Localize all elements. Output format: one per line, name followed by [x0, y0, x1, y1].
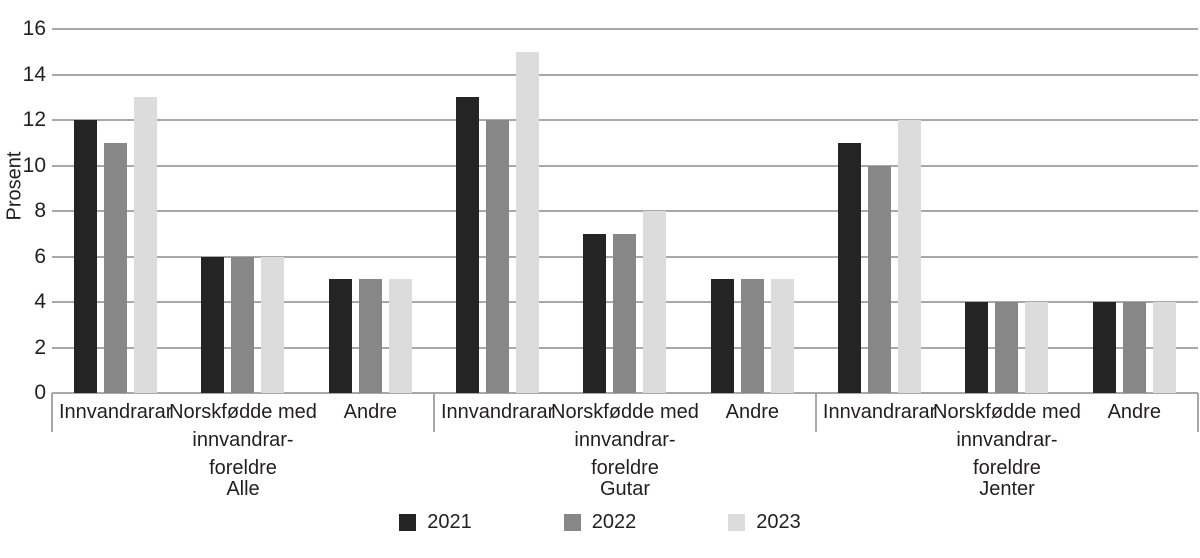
bar-2023	[261, 256, 285, 393]
category-cell: Andre	[689, 398, 816, 488]
bar-cluster	[816, 29, 943, 393]
category-cell: Innvandrarar	[52, 398, 179, 488]
category-label: Norskfødde med innvandrar-foreldre	[169, 401, 317, 479]
bar-2023	[1025, 302, 1049, 393]
group-labels-row: Alle Gutar Jenter	[52, 478, 1198, 501]
bar-2023	[1152, 302, 1176, 393]
gridline	[52, 119, 1198, 121]
group-divider	[433, 393, 435, 432]
legend-swatch-2021	[399, 513, 417, 531]
legend-swatch-2022	[563, 513, 581, 531]
bar-cluster	[1071, 29, 1198, 393]
group-label: Gutar	[599, 478, 651, 500]
category-labels-row: Innvandrarar Norskfødde med innvandrar-fo…	[52, 398, 1198, 488]
bar-cluster	[434, 29, 561, 393]
bar-cluster	[943, 29, 1070, 393]
category-label: Norskfødde med innvandrar-foreldre	[551, 401, 699, 479]
category-label: Andre	[725, 401, 779, 423]
category-label: Norskfødde med innvandrar-foreldre	[933, 401, 1081, 479]
bar-2023	[898, 120, 922, 393]
category-cell: Norskfødde med innvandrar-foreldre	[169, 398, 317, 488]
group-label: Alle	[226, 478, 260, 500]
legend-swatch-2023	[728, 513, 746, 531]
y-axis-tick-label: 12	[22, 108, 46, 132]
category-label: Andre	[343, 401, 397, 423]
group-label: Jenter	[979, 478, 1035, 500]
bar-cluster	[561, 29, 688, 393]
gridline	[52, 164, 1198, 167]
category-cell: Innvandrarar	[434, 398, 561, 488]
bar-2022	[358, 279, 382, 393]
y-axis-tick-label: 2	[34, 335, 46, 359]
y-axis-tick-label: 4	[34, 290, 46, 314]
bar-2022	[613, 233, 637, 393]
bar-2023	[134, 97, 158, 393]
bar-2022	[104, 142, 128, 393]
bar-cluster	[307, 29, 434, 393]
bar-2022	[1122, 302, 1146, 393]
category-label: Andre	[1107, 401, 1161, 423]
bar-2021	[328, 279, 352, 393]
bar-cluster	[689, 29, 816, 393]
bar-2021	[838, 142, 862, 393]
legend-item-2022: 2022	[563, 511, 637, 533]
category-cell: Norskfødde med innvandrar-foreldre	[551, 398, 699, 488]
legend-label: 2021	[427, 511, 472, 533]
legend-label: 2022	[591, 511, 637, 533]
bar-2023	[388, 279, 412, 393]
bar-cluster	[179, 29, 306, 393]
gridline	[52, 28, 1198, 30]
bar-2021	[965, 302, 989, 393]
group-divider	[51, 393, 53, 432]
bar-2023	[516, 51, 540, 393]
group-divider	[815, 393, 817, 432]
category-cell: Andre	[307, 398, 434, 488]
category-label: Innvandrarar	[440, 401, 555, 423]
gridline	[52, 73, 1198, 76]
legend-label: 2023	[756, 511, 801, 533]
bar-2021	[201, 256, 225, 393]
gridline	[52, 392, 1198, 394]
category-cell: Norskfødde med innvandrar-foreldre	[933, 398, 1081, 488]
bar-2022	[868, 165, 892, 393]
category-cell: Andre	[1071, 398, 1198, 488]
bar-2021	[1092, 302, 1116, 393]
category-label: Innvandrarar	[58, 401, 173, 423]
category-label: Innvandrarar	[822, 401, 937, 423]
bar-2021	[710, 279, 734, 393]
gridline	[52, 210, 1198, 212]
bar-2023	[770, 279, 794, 393]
bar-clusters	[52, 29, 1198, 393]
plot-area	[52, 28, 1198, 394]
legend-item-2021: 2021	[399, 512, 472, 532]
legend: 2021 2022 2023	[0, 512, 1200, 532]
bar-2021	[456, 97, 480, 393]
bar-2022	[486, 120, 510, 393]
bar-2021	[583, 233, 607, 393]
legend-item-2023: 2023	[728, 512, 801, 532]
category-cell: Innvandrarar	[816, 398, 943, 488]
group-divider	[1197, 393, 1199, 432]
y-axis-tick-label: 0	[34, 381, 46, 405]
bar-2022	[231, 256, 255, 393]
bar-2021	[74, 120, 98, 393]
y-axis-tick-label: 10	[22, 153, 46, 177]
bar-2023	[643, 211, 667, 393]
bar-2022	[995, 302, 1019, 393]
y-axis-tick-label: 14	[22, 62, 46, 86]
bar-cluster	[52, 29, 179, 393]
y-axis-tick-label: 8	[34, 199, 46, 223]
bar-2022	[740, 279, 764, 393]
y-axis-tick-label: 16	[22, 17, 46, 41]
y-axis-tick-label: 6	[34, 244, 46, 268]
